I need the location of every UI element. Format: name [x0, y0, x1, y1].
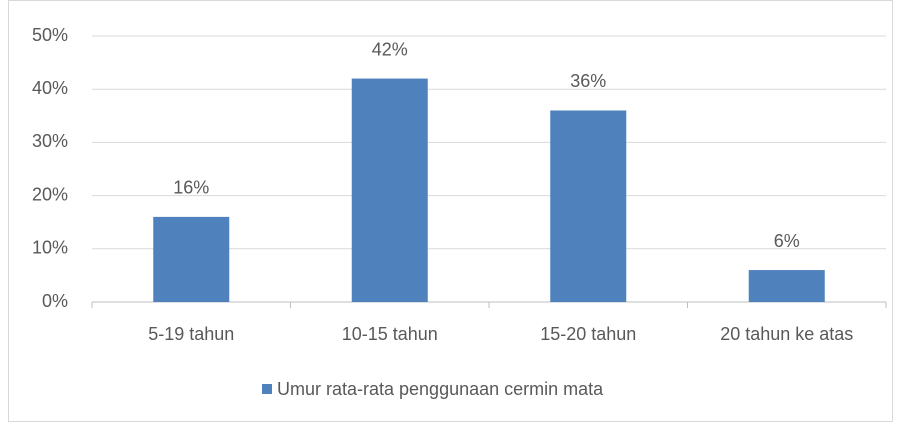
- data-label: 6%: [774, 231, 800, 251]
- y-tick-label: 40%: [32, 78, 68, 98]
- x-tick-label: 10-15 tahun: [342, 324, 438, 344]
- bar: [351, 78, 428, 302]
- bar: [153, 216, 230, 302]
- legend-label: Umur rata-rata penggunaan cermin mata: [277, 379, 604, 399]
- data-label: 16%: [173, 178, 209, 198]
- y-tick-label: 10%: [32, 238, 68, 258]
- data-label: 36%: [570, 71, 606, 91]
- bar: [748, 270, 825, 302]
- y-tick-label: 0%: [42, 291, 68, 311]
- y-tick-label: 30%: [32, 131, 68, 151]
- y-tick-label: 50%: [32, 25, 68, 45]
- y-tick-label: 20%: [32, 184, 68, 204]
- chart-border: [8, 0, 893, 422]
- x-tick-label: 20 tahun ke atas: [720, 324, 853, 344]
- x-tick-label: 5-19 tahun: [148, 324, 234, 344]
- data-label: 42%: [372, 39, 408, 59]
- bar: [550, 110, 627, 302]
- legend-swatch: [262, 384, 272, 394]
- x-tick-label: 15-20 tahun: [540, 324, 636, 344]
